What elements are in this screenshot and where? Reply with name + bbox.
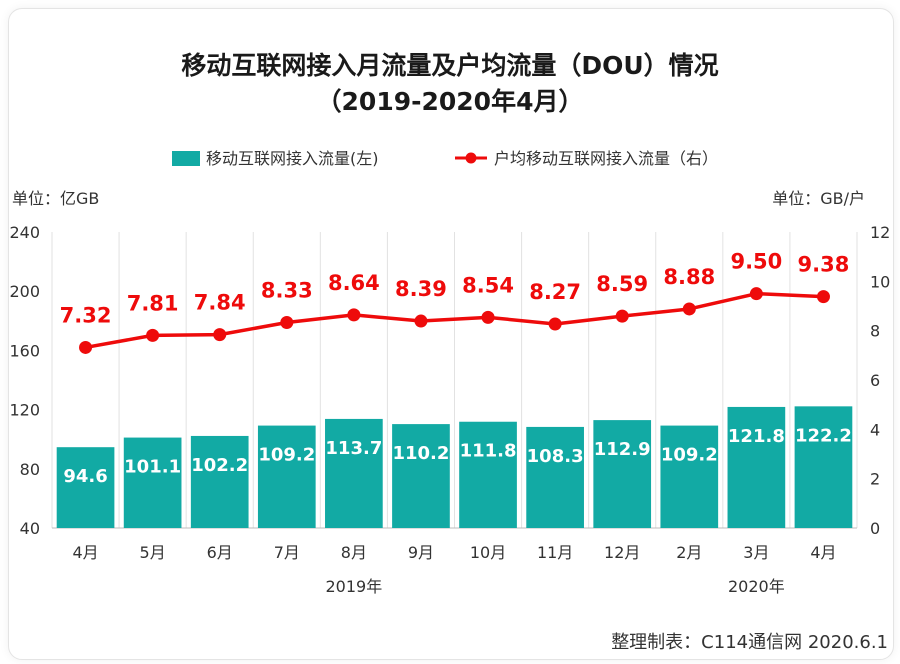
- dou-point: [749, 287, 763, 301]
- x-tick-label: 11月: [537, 543, 573, 562]
- dou-point: [79, 340, 93, 354]
- y-right-tick: 0: [870, 519, 880, 538]
- bar: [56, 447, 115, 528]
- bar-value-label: 110.2: [392, 443, 449, 464]
- dou-point: [682, 302, 696, 316]
- dou-point: [414, 314, 428, 328]
- dou-point: [347, 308, 361, 322]
- bar-value-label: 108.3: [527, 446, 584, 467]
- bar-value-label: 101.1: [124, 457, 181, 478]
- x-tick-label: 9月: [408, 543, 434, 562]
- bar-value-label: 122.2: [795, 425, 852, 446]
- bar: [593, 420, 652, 528]
- legend-bar-label: 移动互联网接入流量(左): [206, 149, 379, 168]
- y-left-tick: 240: [9, 223, 40, 242]
- y-left-tick: 80: [20, 460, 40, 479]
- bar: [660, 425, 719, 528]
- x-tick-label: 4月: [810, 543, 836, 562]
- bar-value-label: 111.8: [460, 441, 517, 462]
- bar: [459, 421, 517, 528]
- x-tick-label: 6月: [207, 543, 233, 562]
- bar: [727, 406, 786, 528]
- source-credit: 整理制表：C114通信网 2020.6.1: [611, 632, 888, 653]
- bar-value-label: 102.2: [191, 455, 248, 476]
- bar-value-label: 109.2: [258, 445, 315, 466]
- y-right-tick: 6: [870, 371, 880, 390]
- bar-value-label: 109.2: [661, 445, 718, 466]
- dou-value-label: 7.32: [60, 303, 112, 327]
- bar: [794, 406, 853, 528]
- bar-value-label: 121.8: [728, 426, 785, 447]
- legend-line-marker: [465, 152, 477, 164]
- dou-point: [816, 290, 830, 304]
- dou-value-label: 8.54: [462, 273, 514, 297]
- y-right-tick: 4: [870, 420, 880, 439]
- y-left-tick: 120: [9, 401, 40, 420]
- chart-subtitle: （2019-2020年4月）: [316, 87, 584, 116]
- x-tick-label: 10月: [470, 543, 506, 562]
- dou-value-label: 7.84: [194, 291, 246, 315]
- bar: [526, 426, 584, 528]
- dou-value-label: 9.50: [730, 250, 782, 274]
- dou-value-label: 8.33: [261, 279, 313, 303]
- y-right-tick: 10: [870, 272, 890, 291]
- x-tick-label: 7月: [274, 543, 300, 562]
- y-left-tick: 160: [9, 341, 40, 360]
- x-tick-label: 2月: [676, 543, 702, 562]
- x-tick-label: 4月: [72, 543, 98, 562]
- bar: [392, 424, 450, 528]
- y-right-tick: 12: [870, 223, 890, 242]
- legend-line-label: 户均移动互联网接入流量（右）: [494, 149, 718, 168]
- bar-value-label: 113.7: [325, 438, 382, 459]
- y-right-tick: 2: [870, 470, 880, 489]
- x-tick-label: 3月: [743, 543, 769, 562]
- dou-value-label: 7.81: [127, 291, 179, 315]
- x-tick-label: 12月: [604, 543, 640, 562]
- legend-bar-swatch: [172, 151, 200, 166]
- y-left-tick: 40: [20, 519, 40, 538]
- chart-title: 移动互联网接入月流量及户均流量（DOU）情况: [181, 51, 719, 80]
- year-label-2019: 2019年: [326, 577, 383, 596]
- dou-point: [146, 328, 160, 342]
- dou-value-label: 8.88: [663, 265, 715, 289]
- bar-value-label: 94.6: [63, 466, 107, 487]
- bar: [190, 435, 249, 528]
- y-left-unit-label: 单位：亿GB: [12, 189, 99, 208]
- bar-value-label: 112.9: [594, 439, 651, 460]
- x-tick-label: 5月: [140, 543, 166, 562]
- dou-value-label: 8.59: [596, 272, 648, 296]
- y-left-tick: 200: [9, 282, 40, 301]
- x-tick-label: 8月: [341, 543, 367, 562]
- y-right-tick: 8: [870, 322, 880, 341]
- dou-value-label: 8.39: [395, 277, 447, 301]
- year-label-2020: 2020年: [728, 577, 785, 596]
- bar: [325, 418, 383, 528]
- dou-value-label: 8.27: [529, 280, 581, 304]
- dou-point: [481, 310, 495, 324]
- dou-value-label: 9.38: [798, 253, 850, 277]
- dou-value-label: 8.64: [328, 271, 380, 295]
- bar: [257, 425, 316, 528]
- dou-line: [85, 291, 824, 350]
- bar: [123, 437, 182, 528]
- dou-point: [280, 316, 294, 330]
- y-right-unit-label: 单位：GB/户: [772, 189, 865, 208]
- dou-point: [548, 317, 562, 331]
- dou-point: [615, 309, 629, 323]
- dou-point: [213, 328, 227, 342]
